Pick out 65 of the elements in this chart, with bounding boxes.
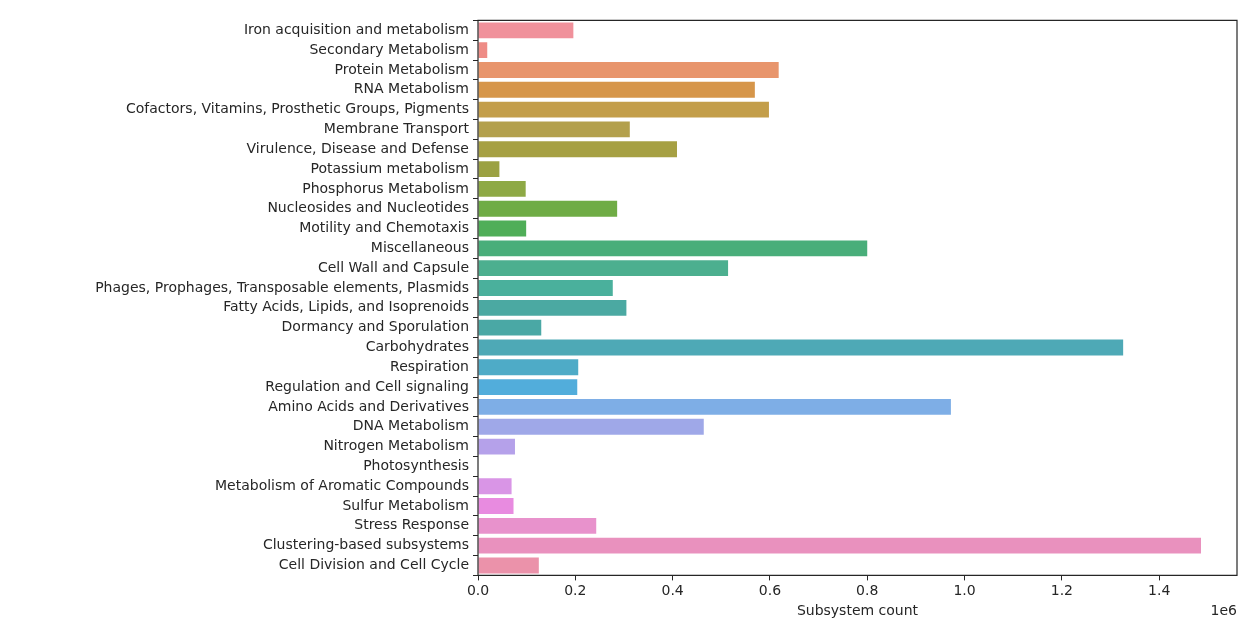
- text: 1e6: [1210, 601, 1238, 618]
- y-tick-label: Membrane Transport: [323, 120, 470, 137]
- bar: [478, 379, 578, 396]
- bar: [478, 478, 512, 495]
- x-tick-label: 1.2: [1050, 582, 1073, 599]
- y-tick-label: Metabolism of Aromatic Compounds: [214, 476, 469, 493]
- x-tick-label: 0.8: [856, 582, 879, 599]
- bar: [478, 141, 677, 158]
- bar: [478, 81, 755, 98]
- y-tick-label: Cell Wall and Capsule: [317, 258, 469, 275]
- bar: [478, 339, 1124, 356]
- y-tick-label: Nitrogen Metabolism: [323, 437, 469, 454]
- y-tick-label: Respiration: [390, 357, 469, 374]
- x-tick-label: 1.4: [1148, 582, 1171, 599]
- y-tick-label: Sulfur Metabolism: [342, 496, 469, 513]
- y-tick-label: Nucleosides and Nucleotides: [267, 199, 469, 216]
- y-tick-label: Iron acquisition and metabolism: [243, 20, 469, 37]
- bar: [478, 220, 527, 237]
- bar: [478, 418, 704, 435]
- bar: [478, 398, 951, 415]
- y-tick-label: Miscellaneous: [370, 238, 469, 255]
- bar: [478, 498, 514, 514]
- y-tick-label: Regulation and Cell signaling: [265, 377, 469, 394]
- bar: [478, 359, 579, 376]
- y-tick-label: Clustering-based subsystems: [262, 536, 469, 553]
- bar: [478, 299, 627, 316]
- bar: [478, 557, 539, 574]
- bar: [478, 319, 542, 336]
- bar: [478, 260, 729, 277]
- x-tick-label: 0.4: [661, 582, 684, 599]
- x-tick-label: 0.6: [758, 582, 782, 599]
- y-tick-label: RNA Metabolism: [353, 80, 469, 97]
- bar: [478, 42, 488, 59]
- y-tick-label: Dormancy and Sporulation: [281, 318, 469, 335]
- bar: [478, 438, 515, 455]
- bar: [478, 517, 597, 534]
- y-tick-label: Motility and Chemotaxis: [299, 219, 469, 236]
- bar: [478, 240, 868, 257]
- bar: [478, 200, 618, 217]
- y-tick-label: Secondary Metabolism: [309, 40, 469, 57]
- bar: [478, 22, 574, 39]
- y-tick-label: Fatty Acids, Lipids, and Isoprenoids: [223, 298, 469, 315]
- y-tick-label: Carbohydrates: [365, 338, 469, 355]
- y-tick-label: Amino Acids and Derivatives: [268, 397, 469, 414]
- y-tick-label: Phosphorus Metabolism: [302, 179, 469, 196]
- bar: [478, 62, 779, 78]
- x-tick-label: 0.0: [466, 582, 490, 599]
- y-tick-label: Potassium metabolism: [310, 159, 469, 176]
- y-tick-label: Cofactors, Vitamins, Prosthetic Groups, Pigments: [125, 100, 469, 117]
- y-tick-label: Photosynthesis: [363, 457, 469, 474]
- bar: [478, 180, 526, 197]
- bar: [478, 101, 769, 118]
- y-tick-label: Virulence, Disease and Defense: [246, 139, 469, 156]
- x-tick-label: 0.2: [564, 582, 587, 599]
- bar: [478, 280, 613, 296]
- x-axis-title: Subsystem count: [796, 602, 919, 619]
- bar: [478, 121, 630, 138]
- x-tick-label: 1.0: [953, 582, 976, 599]
- y-tick-label: Stress Response: [354, 516, 469, 533]
- bar: [478, 537, 1201, 554]
- y-tick-label: DNA Metabolism: [352, 417, 469, 434]
- bar: [478, 161, 500, 177]
- y-tick-label: Phages, Prophages, Transposable elements, Plasmids: [95, 278, 469, 295]
- y-tick-label: Protein Metabolism: [334, 60, 469, 77]
- y-tick-label: Cell Division and Cell Cycle: [278, 556, 469, 573]
